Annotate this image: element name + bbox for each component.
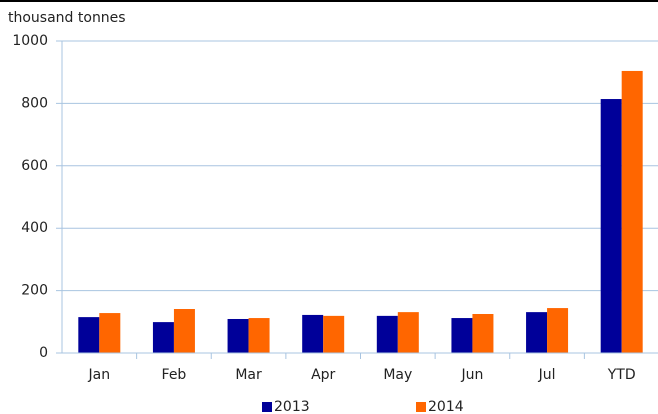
bar: [451, 318, 473, 353]
bar: [376, 315, 398, 353]
bar: [472, 314, 494, 353]
bar: [600, 99, 622, 353]
x-tick-label: YTD: [607, 367, 636, 383]
x-tick-label: Jun: [461, 367, 484, 383]
bar: [397, 312, 419, 353]
x-tick-label: Jul: [538, 367, 556, 383]
bar: [526, 312, 548, 353]
bar: [173, 309, 195, 353]
x-tick-label: Mar: [235, 367, 262, 383]
legend-swatch: [262, 402, 272, 412]
legend-label: 2013: [274, 399, 310, 414]
y-tick-label: 400: [21, 220, 48, 236]
x-tick-label: Jan: [88, 367, 111, 383]
bar: [152, 322, 174, 353]
bar: [547, 308, 569, 353]
y-tick-label: 0: [39, 345, 48, 361]
bar: [302, 314, 324, 353]
y-tick-label: 800: [21, 95, 48, 111]
bar: [621, 70, 643, 354]
y-tick-label: 1000: [12, 33, 48, 49]
x-tick-label: Apr: [311, 367, 335, 383]
bar: [78, 317, 100, 353]
x-tick-label: May: [383, 367, 412, 383]
bar: [227, 318, 249, 353]
bar: [99, 313, 121, 353]
bar: [323, 315, 345, 353]
legend-swatch: [416, 402, 426, 412]
y-tick-label: 200: [21, 283, 48, 299]
y-axis-label: thousand tonnes: [8, 10, 126, 26]
legend-label: 2014: [428, 399, 464, 414]
y-tick-label: 600: [21, 158, 48, 174]
bar: [248, 318, 270, 353]
x-tick-label: Feb: [162, 367, 187, 383]
